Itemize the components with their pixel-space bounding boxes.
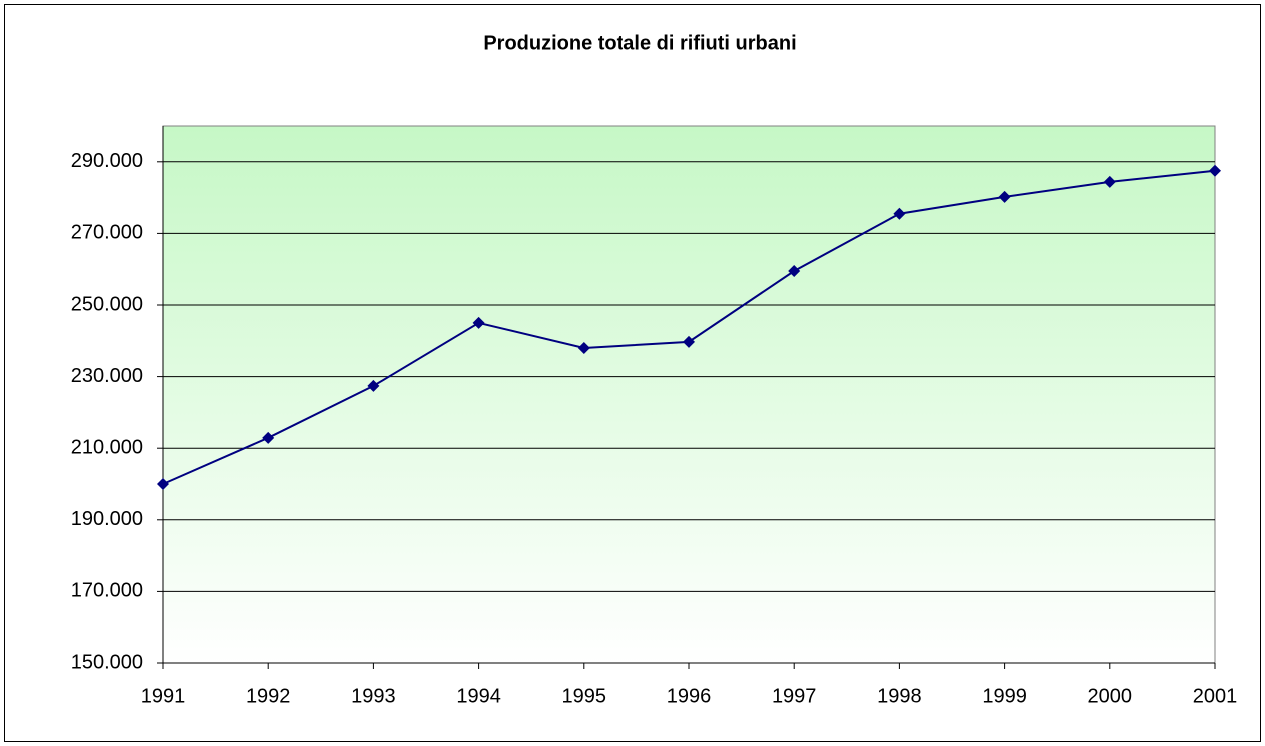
data-point — [1103, 175, 1116, 188]
data-point — [262, 431, 275, 444]
data-point — [367, 379, 380, 392]
y-tick-label: 270.000 — [71, 222, 143, 244]
chart-title: Produzione totale di rifiuti urbani — [483, 32, 796, 54]
data-point — [683, 335, 695, 348]
data-point — [472, 316, 485, 329]
x-tick-label: 1999 — [982, 685, 1027, 707]
x-tick-label: 1991 — [141, 685, 186, 707]
x-tick-label: 1998 — [877, 685, 922, 707]
data-point — [1209, 164, 1221, 177]
x-tick-label: 2001 — [1193, 685, 1238, 707]
data-point — [998, 190, 1011, 203]
x-tick-label: 1997 — [772, 685, 817, 707]
data-point — [893, 207, 906, 220]
y-tick-label: 210.000 — [71, 436, 143, 458]
x-tick-label: 1994 — [456, 685, 501, 707]
data-point — [788, 264, 801, 277]
data-point — [157, 478, 169, 490]
x-tick-label: 1992 — [246, 685, 291, 707]
y-tick-label: 290.000 — [71, 150, 143, 172]
y-tick-label: 150.000 — [71, 651, 143, 673]
plot-area — [162, 125, 1216, 664]
x-tick-label: 2000 — [1088, 685, 1133, 707]
data-point — [577, 341, 590, 354]
y-tick-label: 250.000 — [71, 293, 143, 315]
y-tick-label: 190.000 — [71, 508, 143, 530]
x-tick-label: 1993 — [351, 685, 396, 707]
y-tick-label: 170.000 — [71, 580, 143, 602]
x-tick-label: 1996 — [667, 685, 712, 707]
x-tick-label: 1995 — [562, 685, 607, 707]
y-tick-label: 230.000 — [71, 365, 143, 387]
